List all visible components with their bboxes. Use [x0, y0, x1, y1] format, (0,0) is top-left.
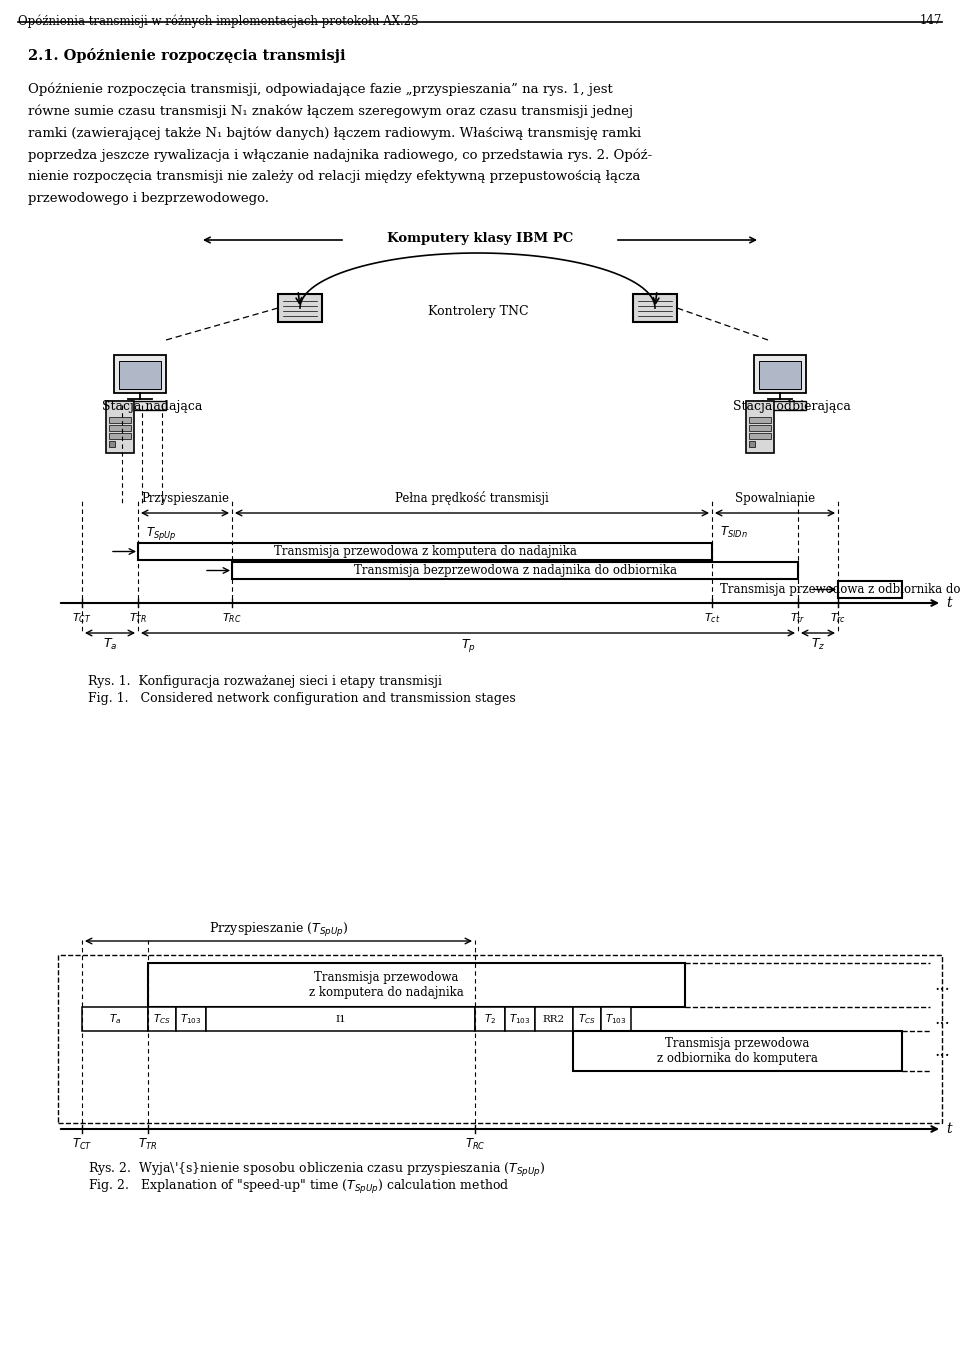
- Text: t: t: [946, 1122, 951, 1135]
- Bar: [109, 425, 131, 431]
- Text: $T_{RC}$: $T_{RC}$: [222, 611, 242, 624]
- Text: Transmisja bezprzewodowa z nadajnika do odbiornika: Transmisja bezprzewodowa z nadajnika do …: [353, 564, 677, 577]
- Text: 147: 147: [920, 14, 942, 27]
- Text: 2.1. Opóźnienie rozpoczęcia transmisji: 2.1. Opóźnienie rozpoczęcia transmisji: [28, 48, 346, 63]
- Bar: [754, 354, 806, 393]
- Text: $T_2$: $T_2$: [484, 1013, 496, 1026]
- Bar: [633, 294, 677, 322]
- Text: Transmisja przewodowa z komputera do nadajnika: Transmisja przewodowa z komputera do nad…: [274, 545, 576, 557]
- Bar: [838, 581, 902, 598]
- Bar: [232, 562, 798, 579]
- Text: ...: ...: [934, 976, 949, 994]
- Text: Opóźnienia transmisji w różnych implementacjach protokołu AX.25: Opóźnienia transmisji w różnych implemen…: [18, 14, 419, 27]
- Bar: [601, 1007, 631, 1030]
- Text: $T_{CS}$: $T_{CS}$: [153, 1013, 171, 1026]
- Bar: [58, 955, 942, 1123]
- Bar: [535, 1007, 573, 1030]
- Bar: [746, 401, 806, 410]
- Bar: [759, 361, 801, 388]
- Bar: [148, 1007, 176, 1030]
- Bar: [206, 1007, 475, 1030]
- Bar: [106, 401, 134, 453]
- Bar: [106, 401, 166, 410]
- Text: $T_{SlDn}$: $T_{SlDn}$: [720, 525, 748, 540]
- Text: $T_{103}$: $T_{103}$: [180, 1013, 202, 1026]
- Bar: [109, 417, 131, 423]
- Text: $T_{TR}$: $T_{TR}$: [138, 1137, 157, 1152]
- Text: Transmisja przewodowa z odbiornika do komputera: Transmisja przewodowa z odbiornika do ko…: [721, 583, 960, 596]
- Bar: [749, 417, 771, 423]
- Bar: [109, 433, 131, 439]
- Bar: [119, 361, 161, 388]
- Bar: [109, 442, 115, 447]
- Text: t: t: [946, 596, 951, 611]
- Text: $T_{RC}$: $T_{RC}$: [465, 1137, 486, 1152]
- Text: $T_{CT}$: $T_{CT}$: [72, 611, 92, 624]
- Bar: [138, 542, 712, 560]
- Text: Rys. 1.  Konfiguracja rozważanej sieci i etapy transmisji: Rys. 1. Konfiguracja rozważanej sieci i …: [88, 675, 442, 688]
- Bar: [746, 401, 774, 453]
- Text: Transmisja przewodowa
z komputera do nadajnika: Transmisja przewodowa z komputera do nad…: [309, 970, 464, 999]
- Text: $T_{CT}$: $T_{CT}$: [72, 1137, 92, 1152]
- Text: ramki (zawierającej także N₁ bajtów danych) łączem radiowym. Właściwą transmisję: ramki (zawierającej także N₁ bajtów dany…: [28, 125, 641, 139]
- Text: równe sumie czasu transmisji N₁ znaków łączem szeregowym oraz czasu transmisji j: równe sumie czasu transmisji N₁ znaków ł…: [28, 104, 634, 117]
- Text: Przyspieszanie ($T_{SpUp}$): Przyspieszanie ($T_{SpUp}$): [208, 921, 348, 939]
- Text: ...: ...: [934, 1043, 949, 1059]
- Text: Stacja nadająca: Stacja nadająca: [102, 399, 203, 413]
- Text: poprzedza jeszcze rywalizacja i włączanie nadajnika radiowego, co przedstawia ry: poprzedza jeszcze rywalizacja i włączani…: [28, 149, 652, 161]
- Bar: [475, 1007, 505, 1030]
- Bar: [505, 1007, 535, 1030]
- Bar: [82, 1007, 148, 1030]
- Bar: [573, 1007, 601, 1030]
- Bar: [749, 433, 771, 439]
- Text: Przyspieszanie: Przyspieszanie: [141, 492, 229, 506]
- Text: Fig. 2.   Explanation of "speed-up" time ($T_{SpUp}$) calculation method: Fig. 2. Explanation of "speed-up" time (…: [88, 1178, 510, 1195]
- Text: Stacja odbierająca: Stacja odbierająca: [733, 399, 851, 413]
- Text: $T_{SpUp}$: $T_{SpUp}$: [146, 525, 177, 542]
- Text: przewodowego i bezprzewodowego.: przewodowego i bezprzewodowego.: [28, 192, 269, 204]
- Text: ...: ...: [934, 1010, 949, 1028]
- Bar: [749, 425, 771, 431]
- Text: Fig. 1.   Considered network configuration and transmission stages: Fig. 1. Considered network configuration…: [88, 692, 516, 705]
- Bar: [148, 964, 685, 1007]
- Text: nienie rozpoczęcia transmisji nie zależy od relacji między efektywną przepustowo: nienie rozpoczęcia transmisji nie zależy…: [28, 170, 640, 183]
- Bar: [176, 1007, 206, 1030]
- Text: $T_{103}$: $T_{103}$: [509, 1013, 531, 1026]
- Bar: [114, 354, 166, 393]
- Text: $T_p$: $T_p$: [461, 637, 475, 654]
- Text: Kontrolery TNC: Kontrolery TNC: [428, 305, 528, 319]
- Text: Opóźnienie rozpoczęcia transmisji, odpowiadające fazie „przyspieszania” na rys. : Opóźnienie rozpoczęcia transmisji, odpow…: [28, 82, 612, 95]
- Text: I1: I1: [335, 1014, 346, 1024]
- Bar: [573, 1030, 902, 1071]
- Text: Rys. 2.  Wyja\'{s}nienie sposobu obliczenia czasu przyspieszania ($T_{SpUp}$): Rys. 2. Wyja\'{s}nienie sposobu obliczen…: [88, 1161, 545, 1179]
- Text: Transmisja przewodowa
z odbiornika do komputera: Transmisja przewodowa z odbiornika do ko…: [657, 1037, 818, 1065]
- Text: $T_{rc}$: $T_{rc}$: [830, 611, 846, 624]
- Text: Pełna prędkość transmisji: Pełna prędkość transmisji: [396, 491, 549, 506]
- Text: $T_{ct}$: $T_{ct}$: [704, 611, 720, 624]
- Text: $T_z$: $T_z$: [811, 637, 826, 652]
- Text: $T_a$: $T_a$: [103, 637, 117, 652]
- Text: $T_{CS}$: $T_{CS}$: [578, 1013, 596, 1026]
- Text: Komputery klasy IBM PC: Komputery klasy IBM PC: [387, 232, 573, 245]
- Text: $T_a$: $T_a$: [108, 1013, 121, 1026]
- Bar: [749, 442, 755, 447]
- Text: RR2: RR2: [543, 1014, 565, 1024]
- Text: $T_{103}$: $T_{103}$: [605, 1013, 627, 1026]
- Text: Spowalnianie: Spowalnianie: [735, 492, 815, 506]
- Bar: [278, 294, 322, 322]
- Text: $T_{TR}$: $T_{TR}$: [129, 611, 147, 624]
- Text: $T_{tr}$: $T_{tr}$: [790, 611, 805, 624]
